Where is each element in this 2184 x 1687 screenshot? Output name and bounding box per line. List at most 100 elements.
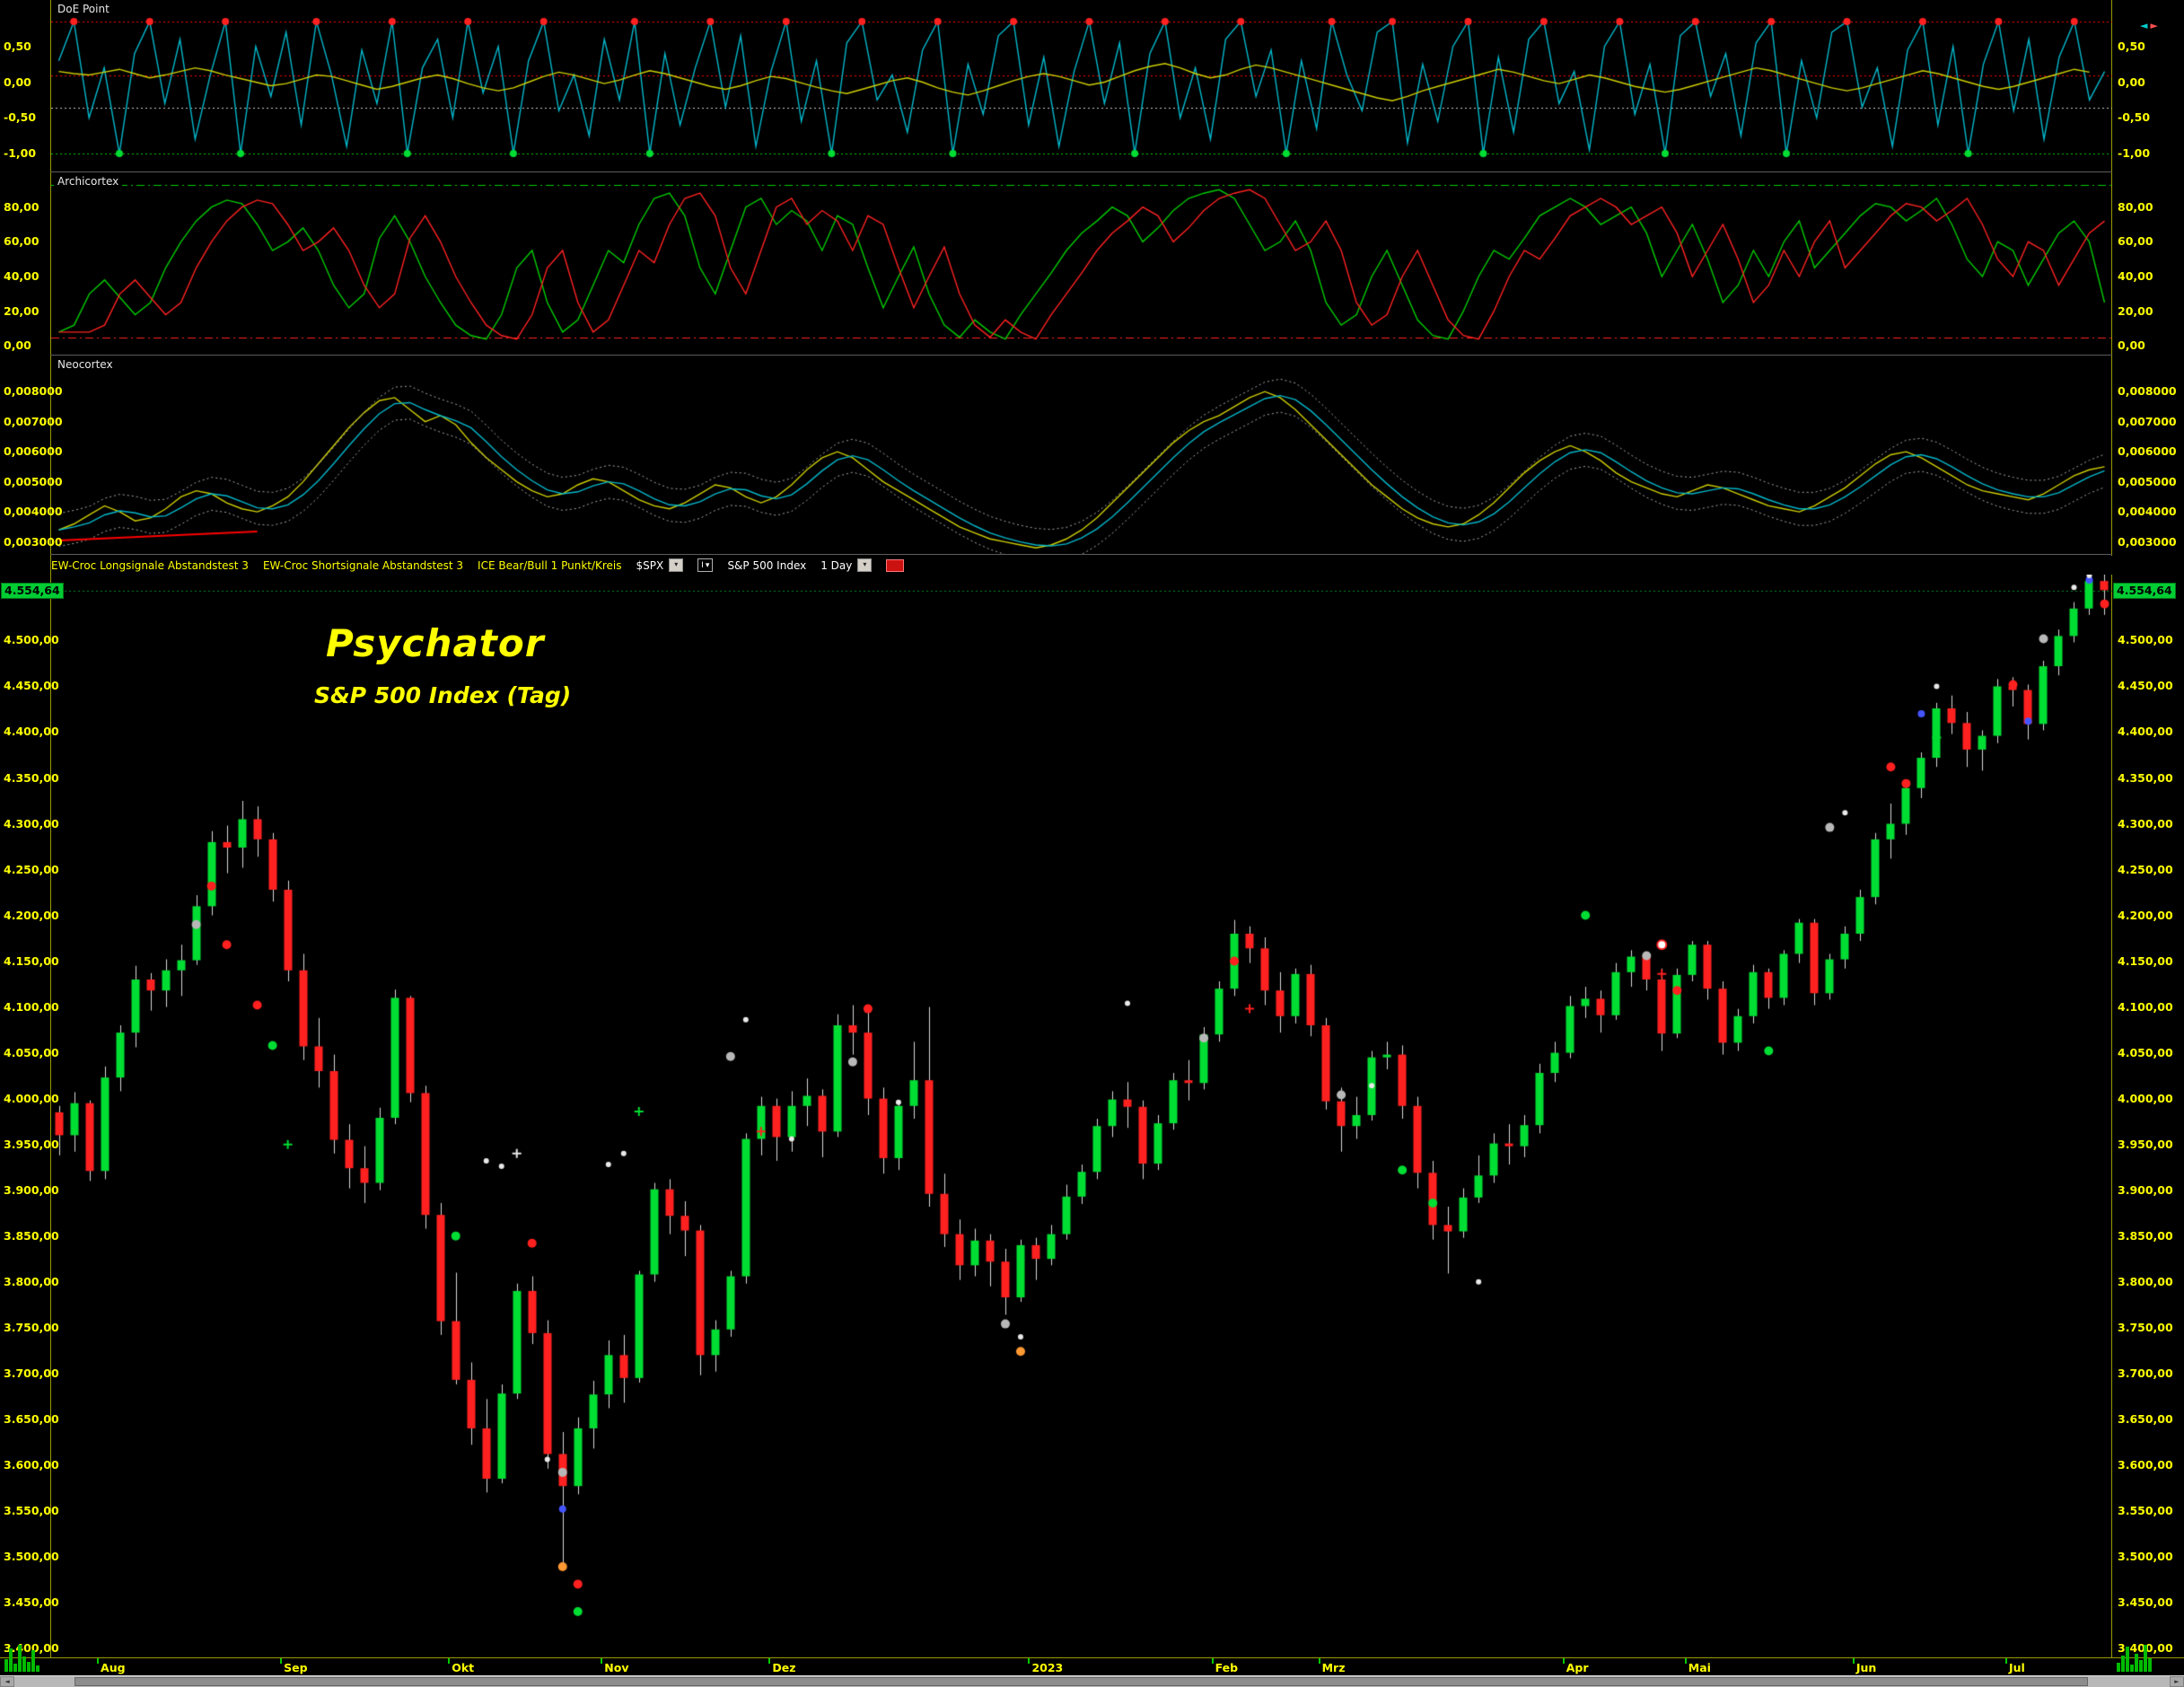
mini-volume-bar xyxy=(2126,1647,2129,1672)
y-tick-label: 80,00 xyxy=(4,199,39,214)
y-tick-label: 60,00 xyxy=(2118,234,2153,249)
scroll-right-icon: ► xyxy=(2174,1678,2180,1685)
y-tick-label: 3.550,00 xyxy=(2118,1503,2173,1517)
mini-volume-bar xyxy=(36,1665,39,1672)
period-dropdown-button[interactable]: ▾ xyxy=(857,558,873,572)
mini-volume-bar xyxy=(18,1645,22,1672)
month-tick xyxy=(1318,1658,1320,1664)
mini-volume-bar xyxy=(2130,1665,2134,1672)
pan-left-icon[interactable]: ◄ xyxy=(2140,20,2148,31)
month-tick xyxy=(1211,1658,1214,1664)
mini-volume-bar xyxy=(2135,1654,2138,1672)
y-tick-label: 4.100,00 xyxy=(4,999,59,1014)
y-tick-label: -0,50 xyxy=(4,110,37,125)
month-label: Jul xyxy=(2008,1661,2025,1674)
horizontal-scrollbar[interactable]: ◄ ► xyxy=(0,1675,2184,1687)
month-tick xyxy=(97,1658,100,1664)
mini-volume-bar xyxy=(2144,1645,2147,1672)
archicortex-chart-canvas[interactable] xyxy=(51,172,2112,355)
y-tick-label: 4.400,00 xyxy=(2118,725,2173,739)
volume-mini-bars-right xyxy=(2117,1632,2152,1672)
y-tick-label: 4.500,00 xyxy=(2118,633,2173,647)
y-tick-label: 0,003000 xyxy=(2118,534,2177,549)
y-tick-label: 4.400,00 xyxy=(4,725,59,739)
y-tick-label: 80,00 xyxy=(2118,199,2153,214)
indicator-label-ewcroc-long[interactable]: EW-Croc Longsignale Abstandstest 3 xyxy=(51,558,249,572)
current-price-badge: 4.554,64 xyxy=(1,582,64,599)
y-tick-label: 4.450,00 xyxy=(2118,679,2173,693)
y-tick-label: 0,007000 xyxy=(2118,414,2177,428)
y-tick-label: 3.750,00 xyxy=(4,1320,59,1334)
y-tick-label: 3.900,00 xyxy=(2118,1182,2173,1197)
month-label: Mai xyxy=(1688,1661,1711,1674)
y-tick-label: 4.450,00 xyxy=(4,679,59,693)
panel-title-neocortex[interactable]: Neocortex xyxy=(54,358,117,371)
y-tick-label: 4.200,00 xyxy=(2118,908,2173,922)
y-tick-label: 4.000,00 xyxy=(4,1091,59,1105)
month-tick xyxy=(280,1658,283,1664)
y-tick-label: 0,008000 xyxy=(2118,384,2177,399)
y-tick-label: 3.550,00 xyxy=(4,1503,59,1517)
mini-volume-bar xyxy=(13,1664,17,1672)
pan-right-icon[interactable]: ► xyxy=(2150,20,2158,31)
mini-volume-bar xyxy=(22,1656,26,1672)
period-label: 1 Day xyxy=(820,558,853,572)
volume-mini-bars-left xyxy=(4,1632,39,1672)
y-tick-label: 3.950,00 xyxy=(2118,1137,2173,1151)
panel-divider xyxy=(0,171,2184,172)
mini-volume-bar xyxy=(4,1659,8,1672)
month-label: Jun xyxy=(1855,1661,1877,1674)
y-tick-label: 0,003000 xyxy=(4,534,63,549)
y-tick-label: 0,00 xyxy=(4,338,31,353)
mini-volume-bar xyxy=(2117,1663,2120,1672)
scroll-right-button[interactable]: ► xyxy=(2170,1676,2184,1687)
y-tick-label: 3.650,00 xyxy=(4,1411,59,1426)
scrollbar-thumb[interactable] xyxy=(75,1677,2088,1686)
scroll-left-button[interactable]: ◄ xyxy=(0,1676,14,1687)
instrument-label: S&P 500 Index xyxy=(727,558,807,572)
mini-volume-bar xyxy=(2121,1656,2125,1672)
y-tick-label: 0,004000 xyxy=(2118,505,2177,519)
y-tick-label: 4.100,00 xyxy=(2118,999,2173,1014)
y-tick-label: 3.600,00 xyxy=(2118,1457,2173,1472)
chevron-down-icon: ▾ xyxy=(674,560,679,568)
month-tick xyxy=(1562,1658,1565,1664)
interval-tool-label: I xyxy=(701,560,704,570)
month-tick xyxy=(601,1658,603,1664)
indicator-label-ewcroc-short[interactable]: EW-Croc Shortsignale Abstandstest 3 xyxy=(262,558,464,572)
y-tick-label: -1,00 xyxy=(2118,146,2151,161)
panel-divider xyxy=(0,554,2184,555)
y-tick-label: -1,00 xyxy=(4,146,37,161)
y-tick-label: -0,50 xyxy=(2118,110,2151,125)
y-tick-label: 3.750,00 xyxy=(2118,1320,2173,1334)
y-tick-label: 3.650,00 xyxy=(2118,1411,2173,1426)
y-tick-label: 3.950,00 xyxy=(4,1137,59,1151)
month-tick xyxy=(2004,1658,2007,1664)
mini-volume-bar xyxy=(2148,1658,2152,1672)
chevron-down-icon: ▾ xyxy=(705,560,710,570)
panel-title-doe-point[interactable]: DoE Point xyxy=(54,3,113,15)
main-candlestick-chart-canvas[interactable] xyxy=(51,575,2112,1657)
watermark-subtitle: S&P 500 Index (Tag) xyxy=(314,682,572,708)
chart-pan-controls: ◄ ► xyxy=(2140,20,2158,31)
y-tick-label: 0,00 xyxy=(2118,338,2145,353)
month-label: Apr xyxy=(1566,1661,1589,1674)
interval-tool-button[interactable]: I ▾ xyxy=(697,558,714,572)
y-tick-label: 4.050,00 xyxy=(4,1045,59,1059)
month-tick xyxy=(1852,1658,1855,1664)
symbol-dropdown-button[interactable]: ▾ xyxy=(669,558,684,572)
doe-point-chart-canvas[interactable] xyxy=(51,0,2112,171)
chevron-down-icon: ▾ xyxy=(863,560,867,568)
indicator-label-ice-bearbull[interactable]: ICE Bear/Bull 1 Punkt/Kreis xyxy=(478,558,622,572)
neocortex-chart-canvas[interactable] xyxy=(51,356,2112,554)
y-tick-label: 0,007000 xyxy=(4,414,63,428)
y-tick-label: 40,00 xyxy=(2118,269,2153,283)
scroll-left-icon: ◄ xyxy=(4,1678,10,1685)
y-tick-label: 4.300,00 xyxy=(4,816,59,830)
panel-title-archicortex[interactable]: Archicortex xyxy=(54,175,123,188)
y-tick-label: 4.250,00 xyxy=(4,862,59,876)
y-tick-label: 4.350,00 xyxy=(4,770,59,785)
alert-icon[interactable] xyxy=(886,558,905,572)
y-tick-label: 3.850,00 xyxy=(2118,1228,2173,1243)
month-label: Okt xyxy=(452,1661,475,1674)
